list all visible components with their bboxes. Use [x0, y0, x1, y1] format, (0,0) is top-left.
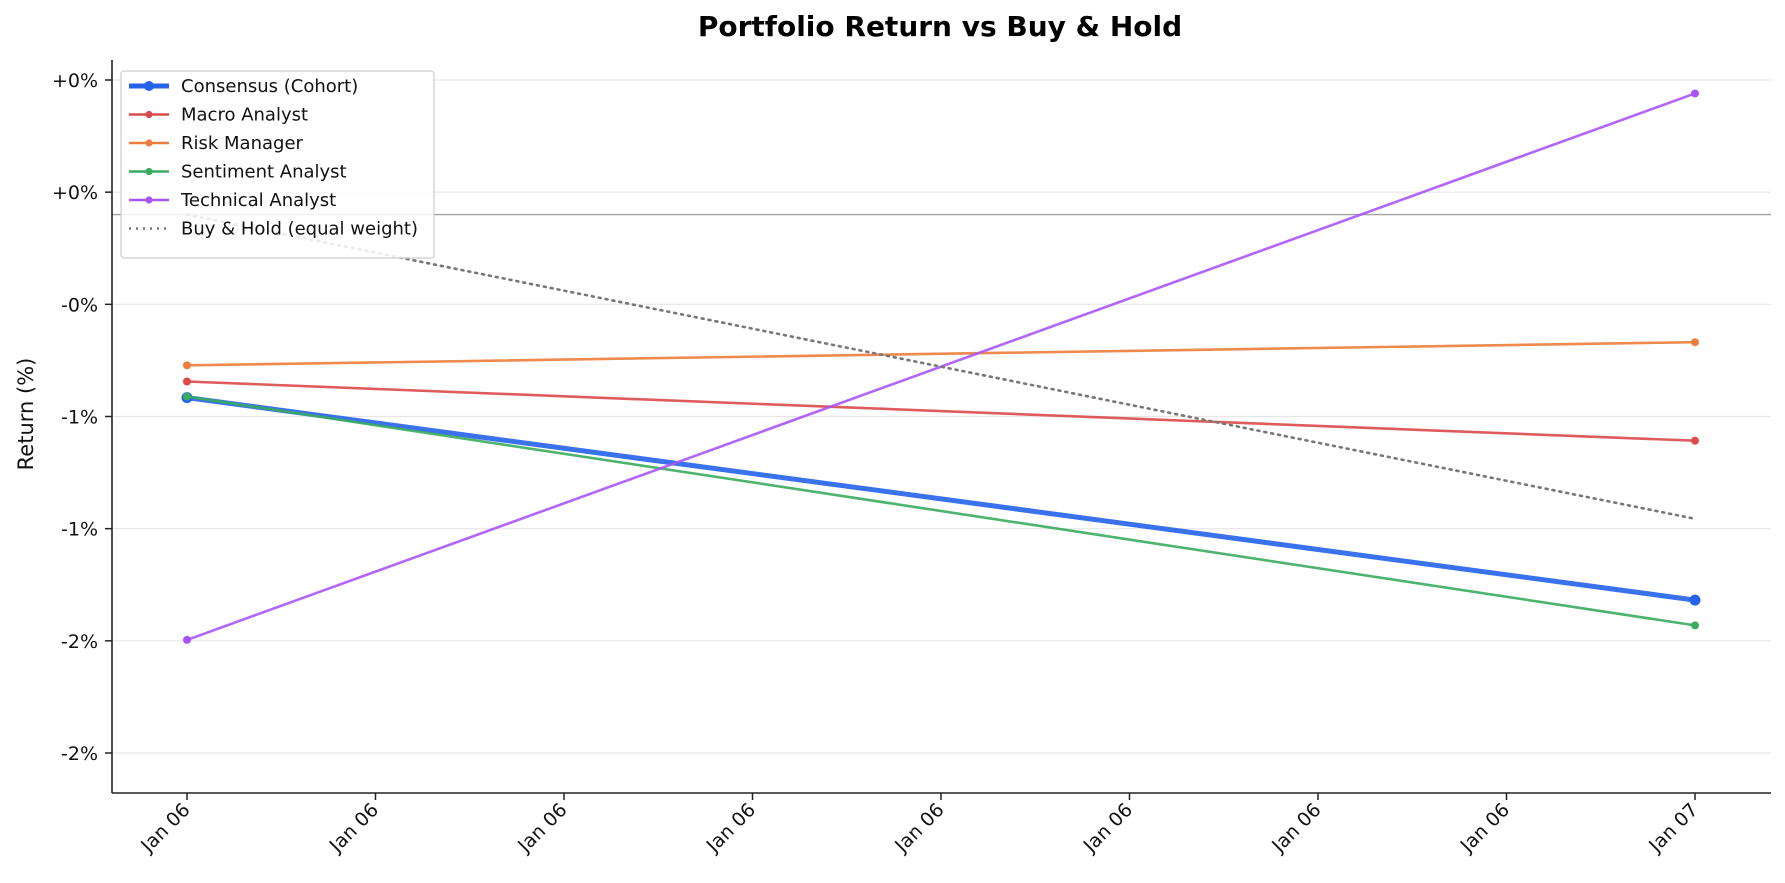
- legend-box: [120, 70, 435, 259]
- y-tick-label: +0%: [52, 70, 98, 92]
- legend-label: Buy & Hold (equal weight): [181, 219, 418, 240]
- legend-entry: Buy & Hold (equal weight): [129, 219, 418, 240]
- x-tick-label: Jan 06: [702, 799, 760, 857]
- legend-entry: Risk Manager: [129, 133, 304, 154]
- y-axis-label: Return (%): [14, 358, 38, 471]
- series-lines: [181, 89, 1701, 644]
- series-point: [1689, 594, 1701, 606]
- legend-label: Risk Manager: [181, 133, 304, 154]
- series-line: [185, 380, 1697, 443]
- legend-label: Consensus (Cohort): [181, 76, 358, 97]
- x-tick-label: Jan 06: [1267, 799, 1325, 857]
- series-line: [185, 340, 1697, 367]
- x-tick-label: Jan 06: [890, 799, 948, 857]
- legend: Consensus (Cohort) Macro Analyst Risk Mana…: [120, 70, 435, 259]
- legend-marker: [145, 196, 153, 204]
- series-3: [183, 392, 1699, 630]
- x-tick-label: Jan 06: [136, 799, 194, 857]
- series-line: [184, 395, 1698, 603]
- legend-entry: Consensus (Cohort): [129, 76, 358, 97]
- axes: [105, 60, 1771, 800]
- y-tick-label: +0%: [52, 182, 98, 204]
- legend-marker: [145, 167, 153, 176]
- x-tick-label: Jan 07: [1644, 799, 1702, 857]
- legend-marker: [145, 139, 153, 147]
- y-tick-label: -1%: [61, 407, 98, 429]
- series-2: [183, 338, 1699, 370]
- legend-entry: Macro Analyst: [129, 105, 308, 126]
- series-point: [1691, 338, 1699, 347]
- series-0: [181, 392, 1701, 606]
- series-point: [1691, 621, 1699, 630]
- chart-title: Portfolio Return vs Buy & Hold: [698, 10, 1182, 43]
- legend-entry: Sentiment Analyst: [129, 162, 347, 183]
- series-point: [183, 377, 191, 386]
- series-line: [185, 213, 1697, 521]
- y-tick-label: -0%: [61, 294, 98, 316]
- series-1: [183, 377, 1699, 445]
- x-tick-label: Jan 06: [325, 799, 383, 857]
- series-point: [183, 635, 191, 644]
- x-tick-label: Jan 06: [1456, 799, 1514, 857]
- series-point: [183, 361, 191, 370]
- y-tick-label: -2%: [61, 631, 98, 653]
- legend-label: Sentiment Analyst: [181, 162, 347, 183]
- series-line: [185, 395, 1697, 627]
- y-tick-label: -2%: [61, 743, 98, 765]
- x-tick-label: Jan 06: [513, 799, 571, 857]
- series-point: [1691, 89, 1699, 98]
- legend-marker: [145, 110, 153, 119]
- legend-label: Technical Analyst: [180, 190, 336, 211]
- legend-entry: Technical Analyst: [129, 190, 336, 211]
- series-5: [185, 213, 1697, 521]
- x-tick-label: Jan 06: [1079, 799, 1137, 857]
- series-point: [183, 392, 191, 401]
- y-tick-label: -1%: [61, 519, 98, 541]
- legend-label: Macro Analyst: [181, 105, 308, 126]
- series-point: [1691, 436, 1699, 445]
- legend-marker: [144, 81, 154, 91]
